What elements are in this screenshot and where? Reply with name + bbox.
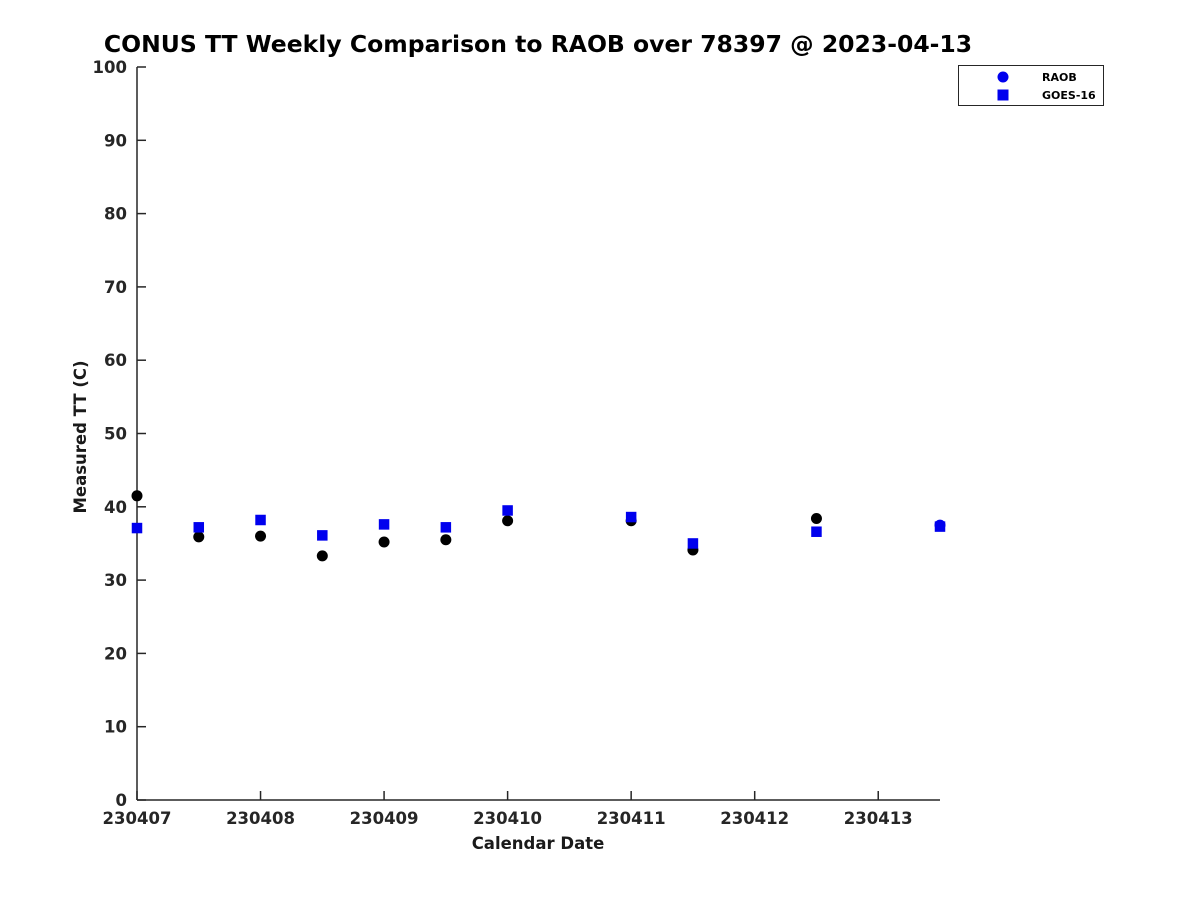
data-point-goes-16 (131, 522, 143, 534)
legend-label-raob: RAOB (1042, 71, 1077, 84)
data-point-goes-16 (687, 538, 699, 549)
data-point-raob (255, 530, 267, 542)
x-tick-label: 230409 (350, 809, 419, 828)
data-point-goes-16 (502, 505, 513, 516)
y-tick-label: 80 (104, 205, 127, 224)
y-tick-label: 90 (104, 131, 127, 150)
data-point-raob (502, 515, 514, 527)
y-tick-label: 100 (93, 58, 127, 77)
legend-label-goes16: GOES-16 (1042, 89, 1096, 102)
x-tick-label: 230412 (720, 809, 789, 828)
legend-raob-circle-icon (997, 71, 1009, 83)
legend-box (958, 65, 1104, 106)
data-point-goes-16 (625, 511, 637, 523)
y-tick-label: 70 (104, 278, 127, 297)
data-point-raob (193, 531, 205, 543)
data-point-goes-16 (440, 522, 452, 533)
data-point-raob (131, 490, 143, 502)
data-point-raob (378, 536, 390, 548)
y-tick-label: 50 (104, 425, 127, 444)
data-point-goes-16 (317, 530, 328, 541)
y-tick-label: 0 (116, 791, 127, 810)
data-point-goes-16 (811, 526, 822, 537)
axes: 230407 230408 230409 230410 230411 230412 2304… (93, 58, 940, 828)
data-point-goes-16 (255, 514, 266, 526)
x-tick-label: 230407 (103, 809, 172, 828)
data-point-goes-16 (378, 519, 390, 530)
data-point-raob (810, 513, 822, 525)
y-tick-label: 10 (104, 718, 127, 737)
data-point-raob (440, 534, 452, 546)
y-tick-label: 20 (104, 644, 127, 663)
y-axis-label: Measured TT (C) (71, 360, 90, 513)
x-tick-label: 230410 (473, 809, 542, 828)
legend: RAOB GOES-16 (958, 65, 1104, 106)
x-tick-label: 230408 (226, 809, 295, 828)
y-tick-label: 40 (104, 498, 127, 517)
x-tick-label: 230411 (597, 809, 666, 828)
data-point-raob (316, 550, 328, 562)
x-axis-label: Calendar Date (472, 834, 605, 853)
y-tick-label: 60 (104, 351, 127, 370)
data-point-goes-16 (934, 521, 946, 532)
x-tick-label: 230413 (844, 809, 913, 828)
chart-title: CONUS TT Weekly Comparison to RAOB over … (104, 30, 972, 58)
legend-goes-square-icon (997, 89, 1009, 101)
y-tick-label: 30 (104, 571, 127, 590)
data-points (131, 490, 946, 562)
data-point-goes-16 (193, 522, 205, 533)
